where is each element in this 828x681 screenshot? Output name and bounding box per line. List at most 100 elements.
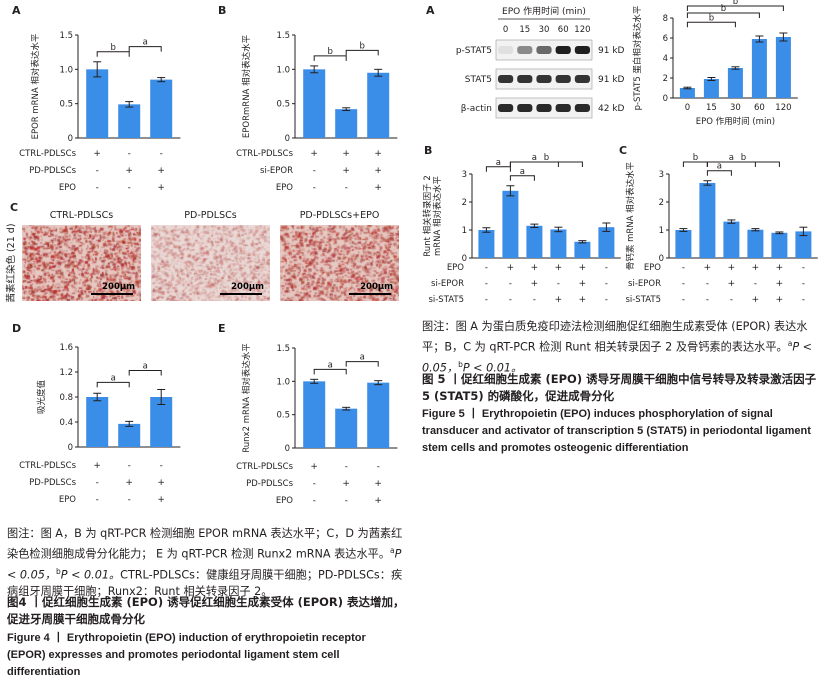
y-tick-label: 1.0 — [276, 65, 290, 75]
condition-sign: - — [802, 295, 805, 305]
y-axis-label: 吸光度值 — [36, 380, 47, 415]
condition-sign: + — [374, 166, 382, 176]
condition-label: EPO — [644, 263, 661, 273]
y-tick-label: 2 — [663, 74, 668, 84]
condition-sign: + — [776, 263, 784, 273]
blot-band — [498, 104, 514, 112]
fig5-title-zh: 图 5 丨促红细胞生成素 (EPO) 诱导牙周膜干细胞中信号转导及转录激活因子 … — [422, 372, 817, 403]
fig4-caption-note: 图注：图 A，B 为 qRT-PCR 检测细胞 EPOR mRNA 表达水平；C… — [7, 527, 403, 561]
bar — [675, 230, 692, 258]
y-tick-label: 0 — [68, 134, 73, 144]
bar — [335, 109, 358, 138]
time-point-label: 60 — [558, 25, 569, 35]
time-point-label: 15 — [519, 25, 530, 35]
condition-sign: - — [313, 183, 316, 193]
fig4-panel-a: A 0 0.5 1.0 1.5 EPOR mRNA 相对表达水平 b a CTRL-PDLSCs… — [12, 4, 181, 193]
bar — [478, 230, 495, 258]
significance-label: a — [496, 158, 501, 168]
significance-bracket — [706, 170, 732, 176]
y-tick-label: 0 — [285, 134, 290, 144]
blot-band — [574, 104, 590, 112]
condition-label: EPO — [276, 496, 293, 506]
significance-bracket — [313, 368, 347, 375]
significance-bracket — [345, 361, 379, 367]
condition-sign: - — [682, 295, 685, 305]
condition-sign: - — [377, 462, 380, 472]
condition-sign: + — [374, 496, 382, 506]
condition-sign: + — [507, 263, 515, 273]
stain-image-ctrl: 200μm — [22, 225, 141, 301]
blot-protein-label: p-STAT5 — [456, 46, 492, 56]
significance-label: a — [520, 167, 525, 177]
condition-sign: + — [555, 263, 563, 273]
condition-sign: - — [485, 263, 488, 273]
condition-sign: - — [345, 496, 348, 506]
condition-sign: + — [310, 462, 318, 472]
condition-sign: - — [557, 279, 560, 289]
blot-band — [498, 75, 514, 83]
condition-sign: - — [128, 461, 131, 471]
significance-label: a — [717, 162, 722, 172]
fig5-caption-note: 图注：图 A 为蛋白质免疫印迹法检测细胞促红细胞生成素受体 (EPOR) 表达水… — [422, 320, 808, 354]
stain-image-pd: 200μm — [151, 225, 270, 301]
bar — [598, 227, 615, 258]
y-tick-label: 6 — [663, 34, 668, 44]
y-tick-label: 0.4 — [59, 418, 73, 428]
bar — [751, 39, 767, 98]
condition-sign: - — [802, 263, 805, 273]
condition-sign: + — [776, 279, 784, 289]
scale-bar — [220, 293, 262, 295]
condition-sign: + — [704, 263, 712, 273]
condition-sign: - — [509, 295, 512, 305]
y-tick-label: 0 — [659, 254, 664, 264]
bar — [550, 229, 567, 258]
significance-bracket — [96, 51, 130, 57]
significance-label: b — [110, 43, 115, 53]
y-tick-label: 1.0 — [59, 65, 73, 75]
y-tick-label: 1.5 — [276, 31, 290, 41]
significance-bracket — [128, 46, 162, 52]
bar — [723, 221, 740, 258]
blot-protein-label: β-actin — [461, 104, 492, 114]
condition-sign: + — [752, 263, 760, 273]
blot-band — [498, 46, 514, 54]
y-axis-label: EPOR mRNA 相对表达水平 — [30, 33, 41, 139]
significance-label: b — [327, 47, 332, 57]
y-tick-label: 0 — [68, 443, 73, 453]
bar — [795, 231, 812, 258]
y-axis-label: Runx2 mRNA 相对表达水平 — [241, 343, 252, 453]
condition-sign: - — [128, 495, 131, 505]
condition-sign: - — [730, 295, 733, 305]
y-tick-label: 1 — [659, 226, 664, 236]
condition-sign: + — [555, 295, 563, 305]
x-tick-label: 120 — [775, 103, 791, 113]
condition-sign: + — [125, 478, 133, 488]
significance-bracket — [509, 161, 583, 167]
y-tick-label: 3 — [659, 170, 664, 180]
condition-sign: + — [579, 295, 587, 305]
significance-label: b — [693, 153, 698, 163]
fig4-title-zh: 图4 丨促红细胞生成素 (EPO) 诱导促红细胞生成素受体 (EPOR) 表达增… — [7, 595, 405, 626]
condition-sign: - — [96, 166, 99, 176]
panel-letter: B — [424, 144, 432, 157]
condition-sign: + — [728, 279, 736, 289]
y-tick-label: 0.5 — [59, 100, 73, 110]
significance-label: b — [741, 153, 746, 163]
condition-sign: - — [160, 461, 163, 471]
significance-label: a — [143, 362, 148, 372]
stain-label-pd-epo: PD-PDLSCs+EPO — [299, 210, 380, 221]
significance-label: a — [111, 373, 116, 383]
blot-band — [517, 104, 533, 112]
y-tick-label: 1.2 — [59, 368, 73, 378]
condition-sign: - — [802, 279, 805, 289]
condition-sign: - — [96, 495, 99, 505]
significance-bracket — [128, 370, 162, 376]
x-tick-label: 15 — [706, 103, 717, 113]
time-header: EPO 作用时间 (min) — [502, 5, 586, 17]
condition-sign: - — [485, 295, 488, 305]
blot-kd-label: 91 kD — [598, 46, 625, 56]
condition-sign: - — [313, 479, 316, 489]
condition-label: CTRL-PDLSCs — [236, 149, 293, 159]
blot-band — [555, 75, 571, 83]
